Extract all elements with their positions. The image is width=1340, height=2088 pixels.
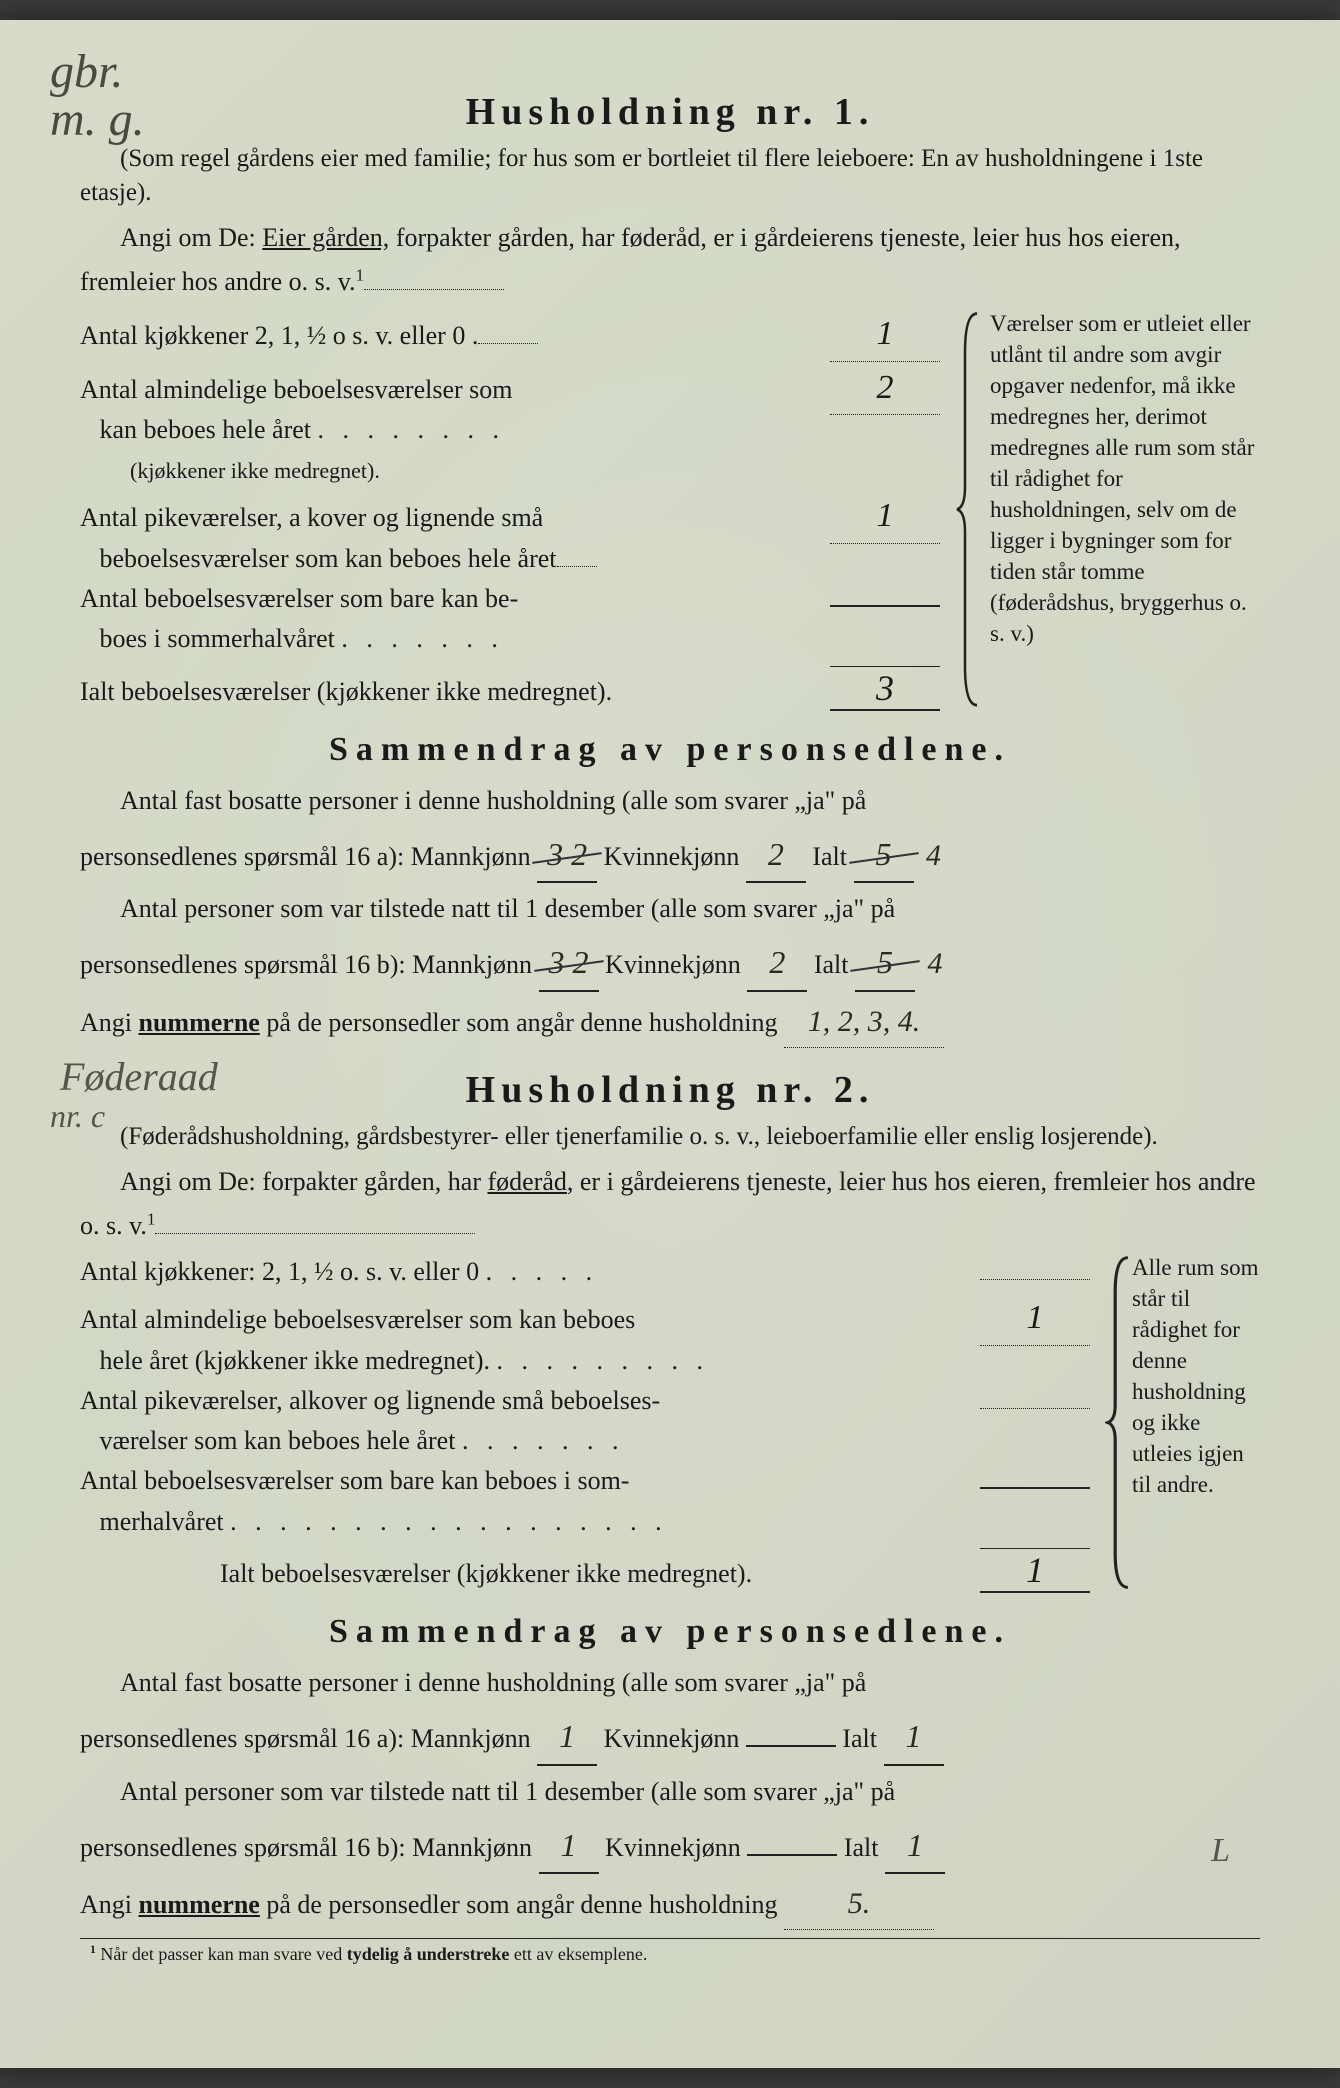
a-sommer bbox=[830, 605, 940, 607]
a-total: 3 bbox=[830, 666, 940, 711]
footnote: 1 Når det passer kan man svare ved tydel… bbox=[80, 1938, 1260, 1965]
a-mann-1a: 3 2 bbox=[537, 827, 597, 883]
b2-mann: 1 bbox=[539, 1818, 599, 1874]
q-alm: Antal almindelige beboelsesværelser som … bbox=[80, 362, 940, 491]
angi-sup: 1 bbox=[356, 265, 364, 284]
household2-intro: (Føderådshusholdning, gårdsbestyrer- ell… bbox=[80, 1120, 1260, 1154]
angi2-fill bbox=[155, 1233, 475, 1234]
a2-kvinne bbox=[746, 1745, 836, 1747]
hw-line2: m. g. bbox=[50, 98, 145, 141]
household1-title: Husholdning nr. 1. bbox=[80, 90, 1260, 134]
b-kvinne-1: 2 bbox=[747, 935, 807, 991]
household1-angi: Angi om De: Eier gården, forpakter gårde… bbox=[80, 216, 1260, 304]
household2-angi: Angi om De: forpakter gården, har føderå… bbox=[80, 1160, 1260, 1248]
a2-sommer bbox=[980, 1487, 1090, 1489]
summary1-line1b: personsedlenes spørsmål 16 a): Mannkjønn… bbox=[80, 827, 1260, 883]
a2-nums: 5. bbox=[784, 1878, 934, 1930]
b2-ialt: 1 bbox=[885, 1818, 945, 1874]
q-kjokken: Antal kjøkkener 2, 1, ½ o s. v. eller 0 … bbox=[80, 308, 940, 362]
summary2-line2b: personsedlenes spørsmål 16 b): Mannkjønn… bbox=[80, 1818, 1260, 1874]
q2-pike: Antal pikeværelser, alkover og lignende … bbox=[80, 1381, 1090, 1462]
b2-kvinne bbox=[747, 1854, 837, 1856]
a2-total: 1 bbox=[980, 1548, 1090, 1593]
q-alm-text: Antal almindelige beboelsesværelser som … bbox=[80, 370, 822, 491]
household2-block: Føderaad nr. c Husholdning nr. 2. bbox=[80, 1068, 1260, 1112]
a2-mann: 1 bbox=[537, 1709, 597, 1765]
a-ialt-1a: 5 bbox=[854, 827, 914, 883]
a2-kjokken bbox=[980, 1279, 1090, 1280]
b-ialt-1: 5 bbox=[855, 935, 915, 991]
q2-sommer: Antal beboelsesværelser som bare kan beb… bbox=[80, 1461, 1090, 1542]
brace-icon bbox=[955, 308, 983, 711]
summary2-title: Sammendrag av personsedlene. bbox=[80, 1613, 1260, 1651]
household2-title: Husholdning nr. 2. bbox=[80, 1068, 1260, 1112]
sidebar-text: Værelser som er utleiet eller utlånt til… bbox=[990, 311, 1254, 646]
summary2-line3: Angi nummerne på de personsedler som ang… bbox=[80, 1878, 1260, 1930]
q-total: Ialt beboelsesværelser (kjøkkener ikke m… bbox=[80, 666, 940, 711]
household1-questions-block: Antal kjøkkener 2, 1, ½ o s. v. eller 0 … bbox=[80, 308, 1260, 711]
q-pike: Antal pikeværelser, a kover og lignende … bbox=[80, 490, 940, 579]
summary2-line2: Antal personer som var tilstede natt til… bbox=[80, 1770, 1260, 1814]
household2-questions-block: Antal kjøkkener: 2, 1, ½ o. s. v. eller … bbox=[80, 1252, 1260, 1593]
q2-kjokken: Antal kjøkkener: 2, 1, ½ o. s. v. eller … bbox=[80, 1252, 1090, 1292]
summary2-line1: Antal fast bosatte personer i denne hush… bbox=[80, 1661, 1260, 1705]
a-nums-1: 1, 2, 3, 4. bbox=[784, 996, 944, 1048]
a-pike: 1 bbox=[830, 490, 940, 544]
q-pike-text: Antal pikeværelser, a kover og lignende … bbox=[80, 498, 822, 579]
q-sommer-text: Antal beboelsesværelser som bare kan be-… bbox=[80, 579, 822, 660]
hw-margin-2: 4 bbox=[927, 947, 942, 980]
angi-fill bbox=[364, 289, 504, 290]
q2-alm: Antal almindelige beboelsesværelser som … bbox=[80, 1292, 1090, 1381]
a-kjokken: 1 bbox=[830, 308, 940, 362]
summary1-line2: Antal personer som var tilstede natt til… bbox=[80, 887, 1260, 931]
handwritten-annotation-topleft: gbr. m. g. bbox=[50, 50, 145, 141]
household2-questions: Antal kjøkkener: 2, 1, ½ o. s. v. eller … bbox=[80, 1252, 1090, 1593]
angi-underlined: Eier gården, bbox=[262, 223, 389, 252]
a-alm: 2 bbox=[830, 362, 940, 416]
summary1-line3: Angi nummerne på de personsedler som ang… bbox=[80, 996, 1260, 1048]
hw-margin-1: 4 bbox=[926, 839, 941, 872]
summary1-line1: Antal fast bosatte personer i denne hush… bbox=[80, 779, 1260, 823]
summary1-title: Sammendrag av personsedlene. bbox=[80, 731, 1260, 769]
brace2-icon bbox=[1105, 1252, 1133, 1593]
q-sommer: Antal beboelsesværelser som bare kan be-… bbox=[80, 579, 940, 660]
hw-margin-L: L bbox=[1211, 1822, 1230, 1880]
a2-alm: 1 bbox=[980, 1292, 1090, 1346]
b-mann-1: 3 2 bbox=[539, 935, 599, 991]
q-total-text: Ialt beboelsesværelser (kjøkkener ikke m… bbox=[80, 677, 822, 707]
summary2-line1b: personsedlenes spørsmål 16 a): Mannkjønn… bbox=[80, 1709, 1260, 1765]
census-form-page: gbr. m. g. Husholdning nr. 1. (Som regel… bbox=[0, 20, 1340, 2068]
a-kvinne-1a: 2 bbox=[746, 827, 806, 883]
hw-foderaad: Føderaad bbox=[60, 1053, 218, 1100]
hw-nrc: nr. c bbox=[50, 1098, 105, 1135]
a2-ialt: 1 bbox=[884, 1709, 944, 1765]
summary1-line2b: personsedlenes spørsmål 16 b): Mannkjønn… bbox=[80, 935, 1260, 991]
household1-sidebar: Værelser som er utleiet eller utlånt til… bbox=[960, 308, 1260, 711]
angi-pre: Angi om De: bbox=[120, 223, 262, 252]
hw-line1: gbr. bbox=[50, 50, 145, 93]
household1-questions: Antal kjøkkener 2, 1, ½ o s. v. eller 0 … bbox=[80, 308, 940, 711]
household1-intro: (Som regel gårdens eier med familie; for… bbox=[80, 142, 1260, 210]
a2-pike bbox=[980, 1408, 1090, 1409]
q-kjokken-text: Antal kjøkkener 2, 1, ½ o s. v. eller 0 … bbox=[80, 316, 822, 356]
household2-sidebar: Alle rum som står til rådighet for denne… bbox=[1110, 1252, 1260, 1593]
q2-total: Ialt beboelsesværelser (kjøkkener ikke m… bbox=[80, 1548, 1090, 1593]
